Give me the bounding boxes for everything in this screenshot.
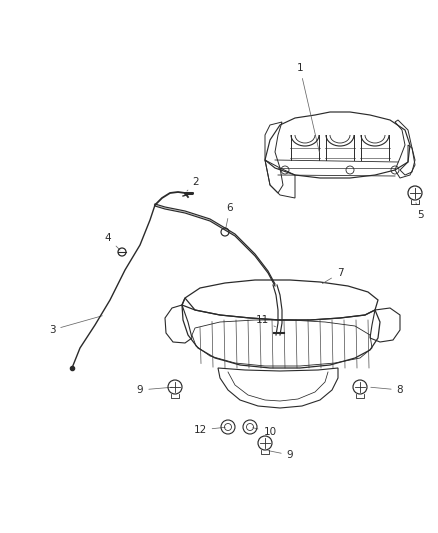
- Text: 9: 9: [137, 385, 172, 395]
- Text: 7: 7: [322, 268, 343, 284]
- Text: 1: 1: [297, 63, 319, 152]
- Text: 9: 9: [268, 450, 293, 460]
- Text: 11: 11: [255, 315, 276, 327]
- Text: 4: 4: [105, 233, 120, 250]
- Text: 5: 5: [416, 203, 423, 220]
- Text: 8: 8: [371, 385, 403, 395]
- Text: 10: 10: [253, 427, 276, 437]
- Text: 12: 12: [193, 425, 225, 435]
- Text: 2: 2: [187, 177, 199, 191]
- Text: 3: 3: [49, 316, 102, 335]
- Text: 6: 6: [226, 203, 233, 229]
